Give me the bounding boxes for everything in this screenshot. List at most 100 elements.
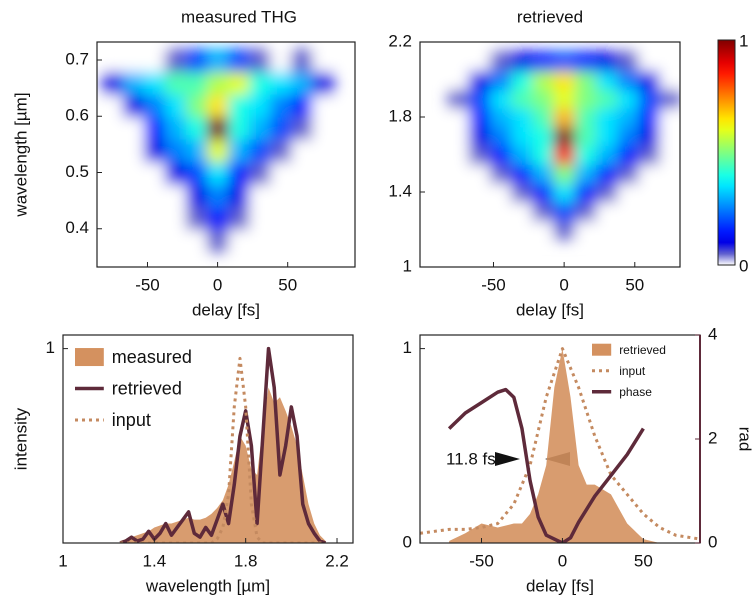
heatmap-cell [143, 48, 167, 73]
heatmap-cell [312, 183, 335, 208]
heatmap-cell [207, 71, 230, 95]
heatmap-cell [312, 48, 335, 73]
heatmap-cell [101, 116, 124, 140]
heatmap-cell [312, 138, 335, 163]
heatmap-cell [617, 182, 640, 203]
heatmap-cell [574, 51, 597, 72]
x-tick-label: 2.2 [325, 551, 349, 570]
heatmap-cell [617, 107, 640, 128]
heatmap-cell [228, 183, 251, 208]
colorbar [717, 39, 736, 266]
heatmap-cell [468, 163, 491, 184]
x-tick-label: -50 [481, 275, 506, 294]
y2-tick-label: 0 [708, 532, 717, 551]
heatmap-cell [489, 182, 513, 203]
heatmap-cell [638, 70, 661, 90]
heatmap [447, 51, 680, 240]
x-axis-label: wavelength [µm] [145, 576, 270, 595]
heatmap-cell [122, 161, 145, 185]
heatmap-cell [447, 107, 470, 128]
heatmap-cell [638, 201, 661, 222]
heatmap-cell [574, 126, 597, 147]
heatmap-cell [659, 163, 680, 184]
heatmap-cell [595, 182, 619, 203]
heatmap-cell [186, 161, 209, 185]
heatmap-cell [101, 138, 124, 163]
dotted-line [420, 347, 700, 541]
heatmap-cell [270, 228, 293, 253]
heatmap-cell [595, 51, 619, 72]
heatmap-cell [574, 88, 597, 109]
heatmap-cell [511, 145, 534, 165]
heatmap-cell [468, 201, 491, 222]
heatmap-cell [249, 138, 272, 163]
heatmap-cell [101, 183, 124, 208]
heatmap-cell [638, 182, 661, 203]
y-tick-label: 1 [403, 338, 412, 357]
line [447, 387, 645, 543]
heatmap-cell [291, 183, 314, 208]
heatmap-cell [659, 88, 680, 109]
heatmap-cell [207, 206, 230, 230]
y-tick-label: 1 [403, 256, 412, 275]
heatmap-cell [553, 107, 576, 128]
heatmap-cell [595, 70, 619, 90]
x-tick-label: 50 [625, 275, 644, 294]
legend-label: retrieved [112, 378, 182, 398]
heatmap-cell [291, 71, 314, 95]
heatmap-cell [553, 220, 576, 240]
heatmap-cell [468, 51, 491, 72]
heatmap-cell [532, 145, 555, 165]
heatmap-cell [511, 126, 534, 147]
heatmap-cell [638, 145, 661, 165]
heatmap-cell [270, 161, 293, 185]
heatmap-cell [122, 71, 145, 95]
heatmap-cell [638, 107, 661, 128]
heatmap-cell [468, 126, 491, 147]
heatmap-cell [143, 161, 167, 185]
colorbar-tick-label: 0 [739, 256, 748, 275]
heatmap-cell [574, 70, 597, 90]
heatmap-cell [447, 182, 470, 203]
heatmap-cell [312, 93, 335, 118]
heatmap-cell [532, 220, 555, 240]
heatmap-cell [532, 51, 555, 72]
heatmap-cell [249, 116, 272, 140]
heatmap-cell [101, 206, 124, 230]
heatmap-cell [489, 145, 513, 165]
plot-area [420, 347, 700, 543]
y-axis-label: intensity [11, 407, 30, 470]
heatmap-cell [143, 183, 167, 208]
heatmap-cell [468, 88, 491, 109]
heatmap-cell [228, 93, 251, 118]
y-tick-label: 0.5 [65, 162, 89, 181]
heatmap-cell [617, 70, 640, 90]
heatmap-cell [532, 126, 555, 147]
axes-box [62, 334, 354, 544]
heatmap-cell [468, 145, 491, 165]
panel-title: retrieved [517, 7, 583, 26]
heatmap-cell [617, 220, 640, 240]
heatmap-clip [447, 51, 680, 240]
x-tick-label: 1.8 [234, 551, 258, 570]
heatmap-cell [228, 138, 251, 163]
legend-label: retrieved [619, 343, 666, 357]
heatmap-cell [617, 88, 640, 109]
legend-label: input [112, 410, 151, 430]
heatmap-cell [291, 48, 314, 73]
y-axis-label: wavelength [µm] [11, 92, 30, 217]
heatmap-cell [659, 70, 680, 90]
heatmap-cell [270, 93, 293, 118]
x-tick-label: 0 [213, 275, 222, 294]
heatmap-cell [270, 71, 293, 95]
y-tick-label: 0.4 [65, 218, 89, 237]
legend-label: measured [112, 347, 192, 367]
heatmap-cell [312, 206, 335, 230]
heatmap-cell [165, 48, 188, 73]
heatmap-cell [511, 88, 534, 109]
heatmap-cell [489, 163, 513, 184]
panel-title: measured THG [181, 7, 297, 26]
heatmap-cell [101, 228, 124, 253]
heatmap-cell [638, 220, 661, 240]
